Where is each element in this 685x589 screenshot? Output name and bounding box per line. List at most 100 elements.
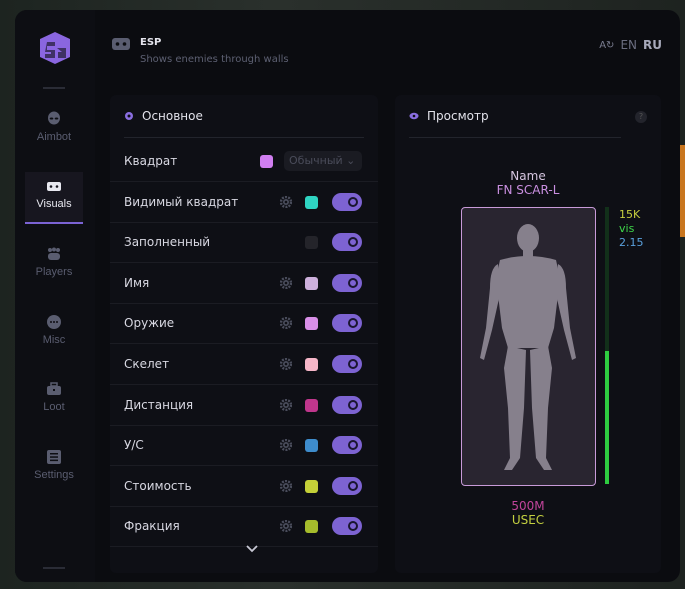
setting-row: У/С [110, 425, 378, 467]
setting-row: Квадрат Обычный ⌄ [110, 141, 378, 182]
color-swatch[interactable] [305, 398, 318, 412]
list-icon [47, 450, 61, 464]
color-swatch[interactable] [305, 317, 318, 331]
sidebar-item-label: Loot [43, 401, 65, 413]
color-swatch[interactable] [305, 358, 318, 371]
setting-label: У/С [124, 438, 144, 453]
gear-icon[interactable] [280, 520, 292, 533]
color-swatch[interactable] [305, 479, 318, 493]
setting-label: Фракция [124, 519, 180, 534]
gear-icon[interactable] [280, 398, 292, 411]
color-swatch[interactable] [305, 276, 318, 290]
setting-label: Заполненный [124, 235, 211, 250]
briefcase-icon [47, 382, 61, 395]
sidebar-item-loot[interactable]: Loot [25, 375, 83, 427]
setting-label: Скелет [124, 357, 170, 371]
help-icon[interactable]: ? [635, 111, 647, 123]
language-switcher: A↻ EN RU [599, 38, 662, 52]
sidebar-item-visuals[interactable]: Visuals [25, 172, 83, 224]
setting-row: Оружие [110, 303, 378, 345]
toggle-switch[interactable] [332, 355, 362, 373]
toggle-switch[interactable] [332, 476, 362, 495]
esp-visible-label: vis [619, 222, 635, 235]
sidebar-item-label: Settings [34, 469, 74, 481]
esp-faction-label: USEC [511, 513, 545, 527]
preview-panel: Просмотр ? Name FN SCAR-L 15K vis 2.15 5… [395, 95, 661, 573]
vr-goggles-icon [47, 182, 61, 191]
setting-row: Дистанция [110, 385, 378, 426]
panel-title: Просмотр [427, 109, 489, 123]
lang-en[interactable]: EN [620, 38, 638, 52]
background-orange-strip [679, 145, 685, 237]
dots-icon [47, 315, 61, 329]
toggle-switch[interactable] [332, 314, 362, 333]
player-model-image [480, 224, 576, 470]
color-swatch[interactable] [305, 520, 318, 534]
vr-goggles-icon [112, 38, 130, 50]
setting-row: Заполненный [110, 222, 378, 264]
sidebar-item-aimbot[interactable]: Aimbot [25, 105, 83, 157]
toggle-switch[interactable] [332, 395, 362, 414]
select-value: Обычный [289, 154, 343, 167]
divider [124, 137, 364, 138]
alien-icon [48, 111, 60, 125]
panel-title: Основное [142, 109, 203, 123]
translate-icon: A↻ [599, 39, 615, 51]
app-window: Aimbot Visuals Players Misc Loot Setting… [15, 10, 680, 582]
main-settings-panel: Основное Квадрат Обычный ⌄ Видимый квадрат… [110, 95, 378, 573]
gear-icon[interactable] [280, 195, 292, 208]
setting-row: Скелет [110, 344, 378, 385]
box-style-select[interactable]: Обычный ⌄ [284, 151, 362, 171]
setting-label: Оружие [124, 316, 175, 331]
sidebar-divider [43, 87, 65, 89]
toggle-switch[interactable] [332, 192, 362, 211]
gear-icon[interactable] [280, 358, 292, 370]
color-swatch[interactable] [305, 236, 318, 250]
sidebar-item-misc[interactable]: Misc [25, 308, 83, 360]
esp-distance-label: 500M [511, 499, 545, 513]
page-subtitle: Shows enemies through walls [140, 54, 289, 65]
gear-icon [125, 112, 133, 120]
color-swatch[interactable] [305, 195, 318, 209]
setting-row: Имя [110, 263, 378, 304]
health-bar-fill [605, 351, 609, 484]
sidebar: Aimbot Visuals Players Misc Loot Setting… [15, 10, 95, 582]
esp-name-label: Name [510, 169, 546, 183]
setting-label: Видимый квадрат [124, 194, 239, 209]
sidebar-item-label: Misc [42, 334, 66, 346]
setting-row: Видимый квадрат [110, 182, 378, 223]
sidebar-item-label: Players [35, 266, 73, 278]
toggle-switch[interactable] [332, 273, 362, 292]
sidebar-divider [43, 567, 65, 569]
chevron-down-icon[interactable] [246, 545, 258, 553]
gear-icon[interactable] [280, 439, 292, 452]
toggle-switch[interactable] [332, 436, 362, 455]
setting-label: Дистанция [124, 397, 194, 412]
color-swatch[interactable] [260, 155, 273, 168]
gear-icon[interactable] [280, 276, 292, 289]
users-icon [48, 247, 60, 260]
sidebar-item-label: Visuals [36, 198, 72, 210]
gear-icon[interactable] [280, 479, 292, 492]
setting-row: Стоимость [110, 466, 378, 507]
lang-ru[interactable]: RU [643, 38, 662, 52]
page-title: ESP [140, 37, 162, 48]
gear-icon[interactable] [280, 317, 292, 330]
setting-label: Квадрат [124, 154, 178, 168]
color-swatch[interactable] [305, 439, 318, 453]
esp-value-label: 15K [619, 208, 641, 221]
toggle-switch[interactable] [332, 233, 362, 252]
logo-icon [40, 32, 70, 64]
setting-row: Фракция [110, 506, 378, 548]
health-bar [605, 207, 609, 484]
setting-label: Имя [124, 275, 150, 290]
chevron-down-icon: ⌄ [346, 154, 356, 167]
esp-weapon-label: FN SCAR-L [496, 183, 560, 197]
divider [409, 137, 621, 138]
esp-box [461, 207, 596, 486]
sidebar-item-settings[interactable]: Settings [25, 443, 83, 495]
sidebar-item-players[interactable]: Players [25, 240, 83, 292]
sidebar-item-label: Aimbot [36, 131, 72, 143]
eye-icon [409, 112, 419, 120]
toggle-switch[interactable] [332, 517, 362, 536]
